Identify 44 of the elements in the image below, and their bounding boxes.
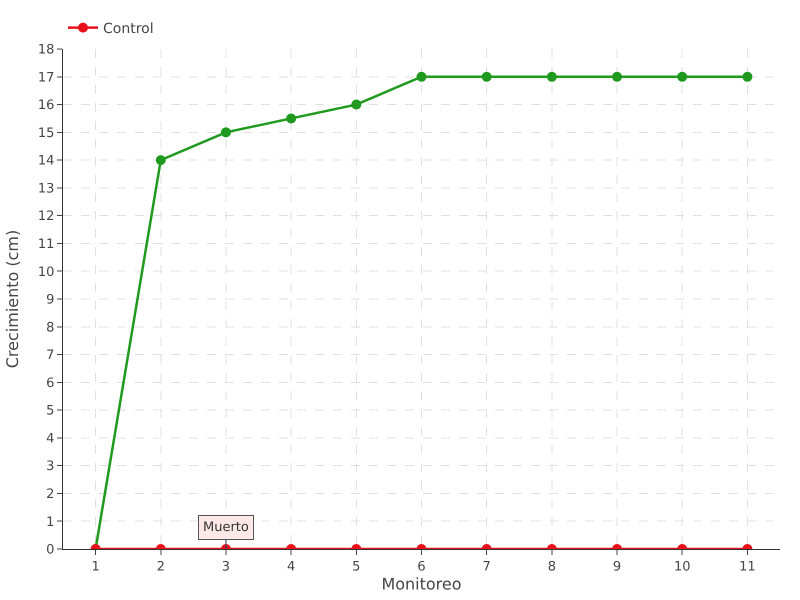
y-tick-label: 9 [46, 292, 54, 308]
x-tick-label: 11 [739, 560, 756, 575]
point [156, 155, 166, 166]
y-tick-label: 4 [46, 431, 54, 446]
y-tick-label: 1 [46, 514, 54, 530]
y-tick-label: 11 [38, 236, 54, 252]
point [416, 72, 426, 82]
y-tick-label: 2 [46, 486, 54, 502]
y-tick-label: 18 [38, 42, 54, 58]
x-tick-label: 8 [548, 560, 556, 575]
y-tick-label: 3 [46, 459, 54, 474]
point [220, 127, 231, 138]
point [612, 72, 622, 82]
point [546, 72, 557, 82]
point [351, 100, 362, 110]
x-tick-label: 4 [287, 560, 296, 575]
annotation: Muerto [203, 520, 249, 535]
y-tick-label: 16 [38, 98, 54, 114]
x-tick-label: 9 [612, 560, 622, 575]
y-tick-label: 0 [46, 542, 54, 558]
y-tick-label: 12 [38, 209, 54, 224]
y-tick-label: 17 [38, 70, 54, 86]
point [286, 113, 296, 124]
y-axis-title: Crecimiento (cm) [2, 230, 22, 368]
y-tick-label: 7 [46, 348, 54, 364]
y-tick-label: 8 [46, 320, 54, 336]
point [482, 72, 492, 82]
legend-label: Control [103, 21, 154, 38]
y-tick-label: 13 [38, 181, 54, 196]
x-tick-label: 2 [156, 560, 165, 575]
x-tick-label: 10 [674, 560, 691, 575]
x-axis-title: Monitoreo [381, 574, 462, 594]
x-tick-label: 7 [482, 560, 491, 575]
x-tick-label: 5 [352, 560, 360, 575]
y-tick-label: 5 [46, 404, 54, 419]
y-tick-label: 14 [38, 154, 54, 169]
point [742, 72, 752, 82]
y-tick-label: 10 [38, 264, 54, 280]
y-tick-label: 15 [38, 126, 54, 141]
y-tick-label: 6 [46, 376, 54, 391]
x-tick-label: 6 [417, 560, 426, 575]
x-tick-label: 1 [91, 560, 100, 575]
point [677, 72, 688, 82]
x-tick-label: 3 [222, 560, 230, 575]
